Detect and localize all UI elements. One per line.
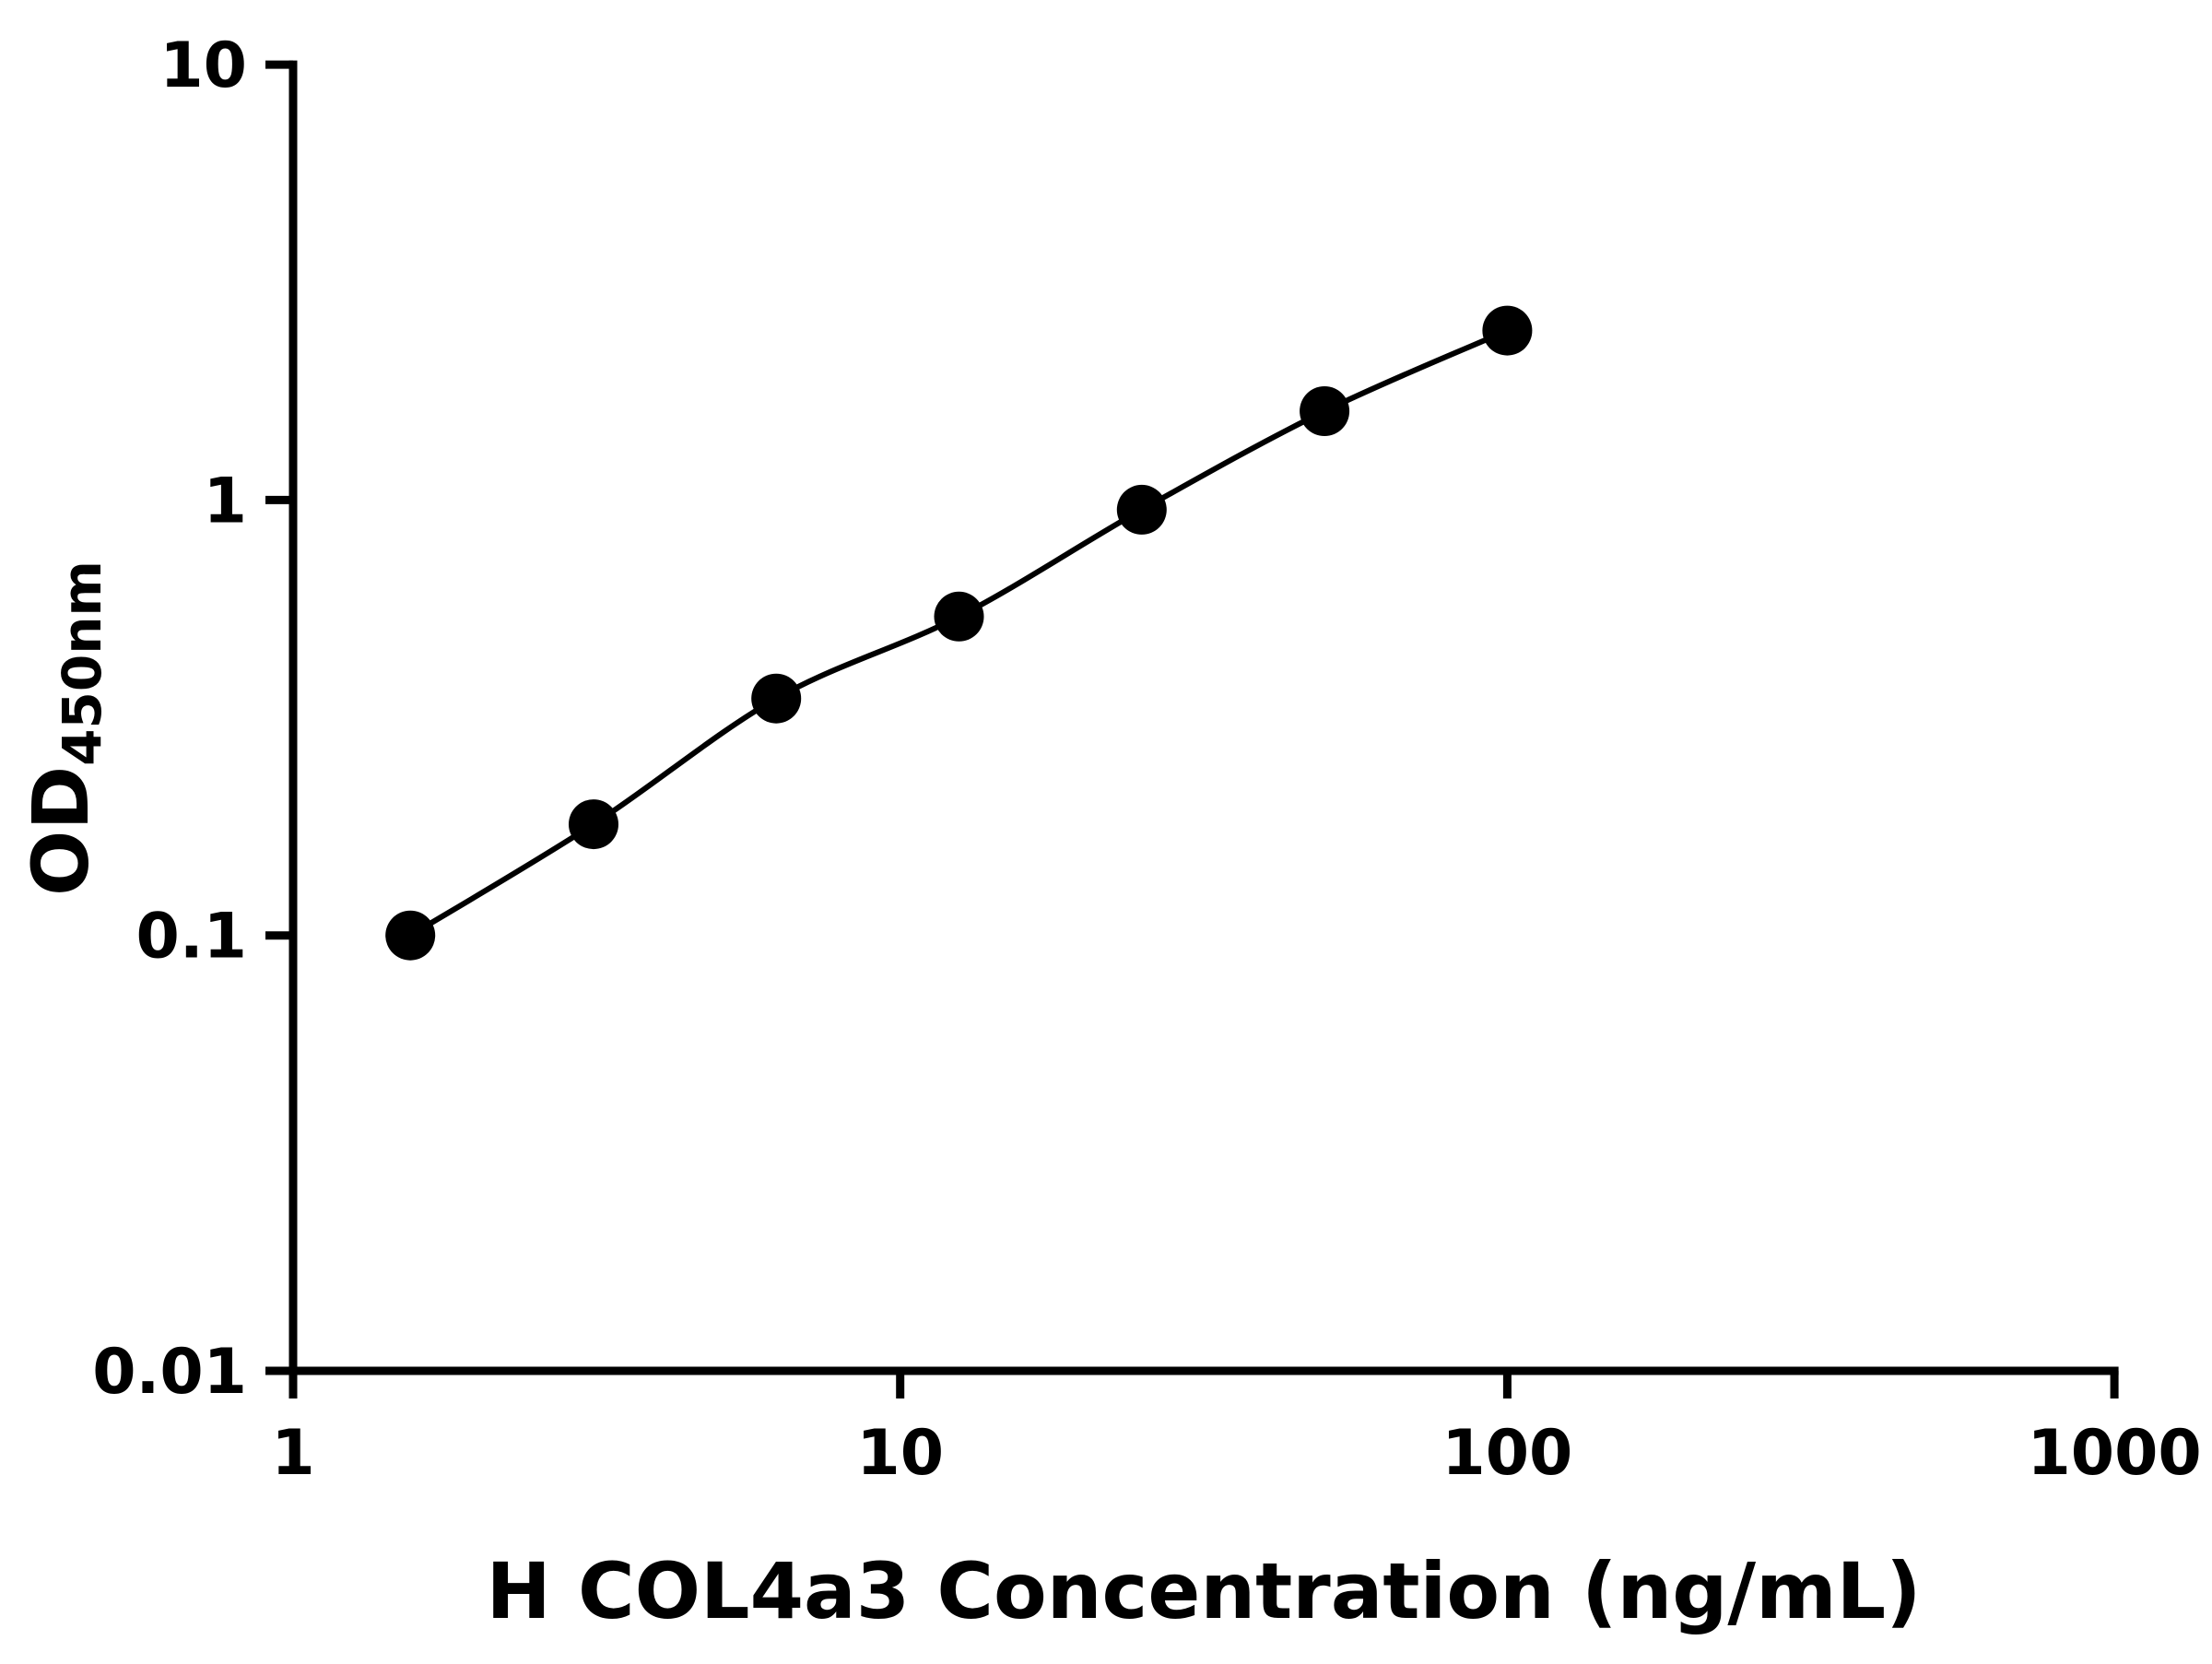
y-axis-title-sub: 450nm xyxy=(51,561,113,766)
data-point xyxy=(751,673,802,724)
y-axis-title: OD450nm xyxy=(16,561,113,896)
data-point xyxy=(1482,305,1533,356)
x-tick-label: 100 xyxy=(1441,1417,1572,1490)
data-point xyxy=(385,910,436,961)
data-point xyxy=(569,799,618,850)
y-tick-label: 0.1 xyxy=(136,901,247,974)
y-tick-label: 1 xyxy=(204,465,247,537)
data-point xyxy=(934,591,984,642)
y-axis-title-main: OD xyxy=(16,766,106,896)
x-tick-label: 1000 xyxy=(2027,1417,2201,1490)
y-tick-label: 0.01 xyxy=(92,1336,247,1409)
x-axis-title: H COL4a3 Concentration (ng/mL) xyxy=(486,1546,1921,1636)
plot-area: 1 10 100 1000 0.01 0.1 1 10 xyxy=(92,30,2202,1490)
data-point xyxy=(1116,484,1167,535)
data-point xyxy=(1300,386,1350,436)
x-tick-label: 1 xyxy=(271,1417,314,1490)
x-tick-label: 10 xyxy=(856,1417,944,1490)
y-tick-label: 10 xyxy=(159,30,247,102)
